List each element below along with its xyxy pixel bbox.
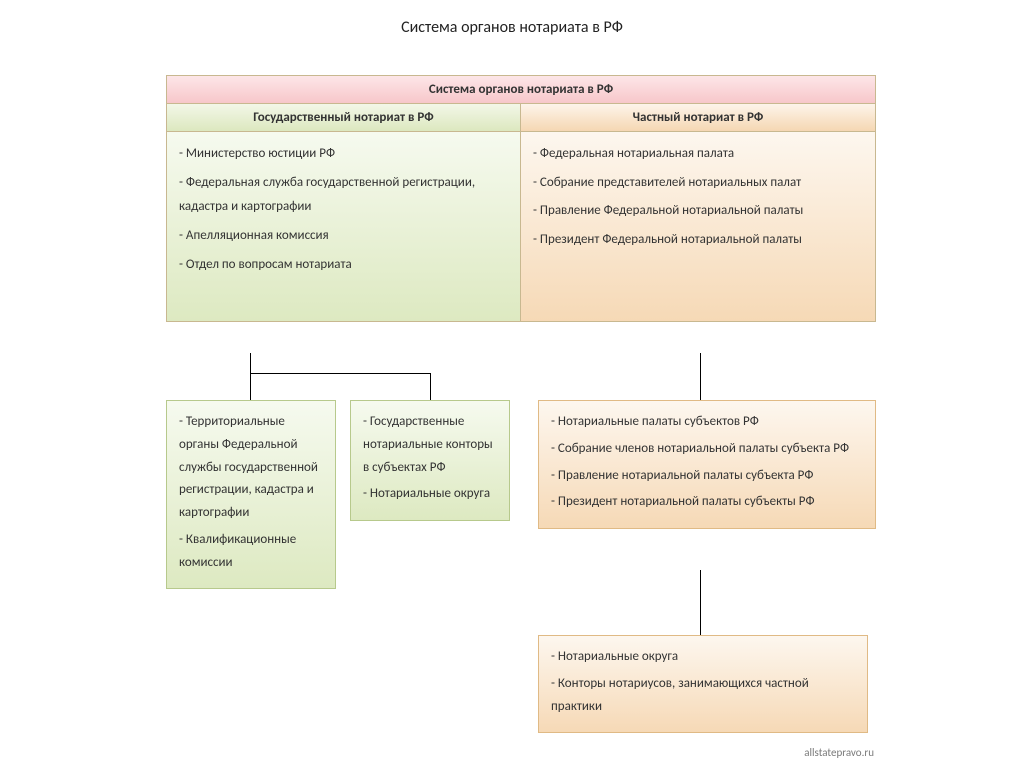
connector (700, 353, 701, 400)
list-item: - Конторы нотариусов, занимающихся частн… (551, 673, 855, 719)
list-item: - Государственные нотариальные конторы в… (363, 411, 497, 479)
list-item: - Президент нотариальной палаты субъекты… (551, 491, 863, 514)
main-table: Система органов нотариата в РФ Государст… (166, 75, 876, 322)
box-territorial: - Территориальные органы Федеральной слу… (166, 400, 336, 589)
sub-header-row: Государственный нотариат в РФ Частный но… (167, 104, 875, 131)
list-item: - Отдел по вопросам нотариата (179, 253, 508, 278)
sub-header-right: Частный нотариат в РФ (521, 104, 875, 131)
list-item: - Территориальные органы Федеральной слу… (179, 411, 323, 525)
connector (700, 570, 701, 635)
list-item: - Нотариальные округа (551, 646, 855, 669)
table-header: Система органов нотариата в РФ (167, 76, 875, 104)
list-item: - Собрание представителей нотариальных п… (533, 171, 863, 196)
box-state-offices: - Государственные нотариальные конторы в… (350, 400, 510, 521)
list-item: - Правление нотариальной палаты субъекта… (551, 465, 863, 488)
list-item: - Федеральная нотариальная палата (533, 142, 863, 167)
list-item: - Нотариальные палаты субъектов РФ (551, 411, 863, 434)
connector (250, 373, 251, 400)
connector (250, 373, 430, 374)
list-item: - Квалификационные комиссии (179, 529, 323, 575)
connector (250, 353, 251, 373)
body-row: - Министерство юстиции РФ - Федеральная … (167, 131, 875, 321)
sub-header-left: Государственный нотариат в РФ (167, 104, 521, 131)
list-item: - Федеральная служба государственной рег… (179, 171, 508, 220)
page-title: Система органов нотариата в РФ (0, 0, 1024, 37)
box-regional-chambers: - Нотариальные палаты субъектов РФ - Соб… (538, 400, 876, 529)
watermark: allstatepravo.ru (804, 746, 874, 759)
box-private-districts: - Нотариальные округа - Конторы нотариус… (538, 635, 868, 733)
list-item: - Правление Федеральной нотариальной пал… (533, 199, 863, 224)
list-item: - Нотариальные округа (363, 483, 497, 506)
body-left: - Министерство юстиции РФ - Федеральная … (167, 132, 521, 321)
list-item: - Собрание членов нотариальной палаты су… (551, 438, 863, 461)
list-item: - Министерство юстиции РФ (179, 142, 508, 167)
body-right: - Федеральная нотариальная палата - Собр… (521, 132, 875, 321)
list-item: - Апелляционная комиссия (179, 224, 508, 249)
list-item: - Президент Федеральной нотариальной пал… (533, 228, 863, 253)
connector (430, 373, 431, 400)
